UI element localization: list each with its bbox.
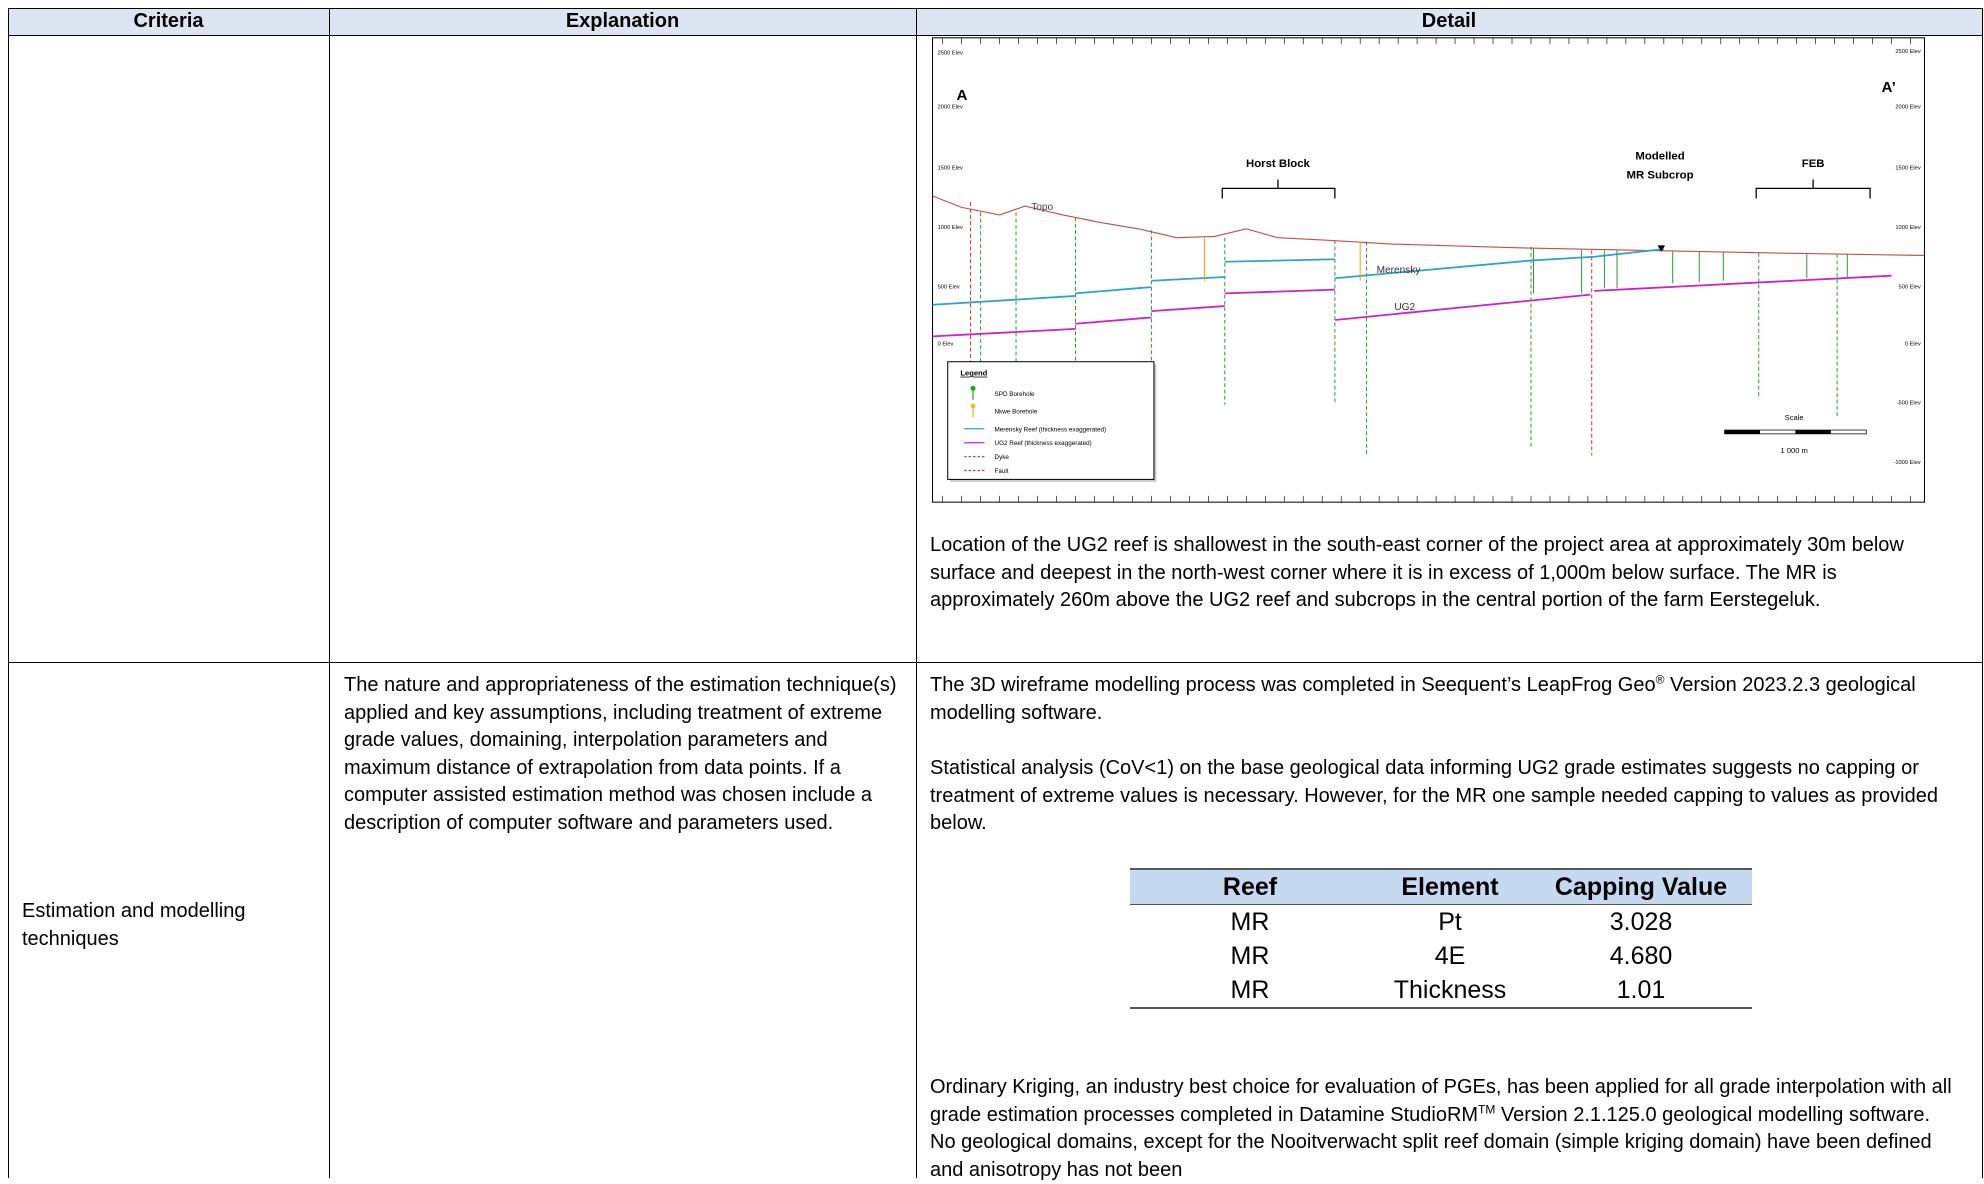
legend-box <box>948 362 1154 480</box>
legend-item: SPD Borehole <box>995 391 1035 398</box>
header-cell: Reef <box>1130 870 1370 904</box>
elevation-label: 1000 Elev <box>1895 225 1920 231</box>
elevation-label: 1500 Elev <box>1895 165 1920 171</box>
border <box>8 662 1983 663</box>
legend-title: Legend <box>960 369 987 378</box>
legend-item: Nkwe Borehole <box>995 409 1038 416</box>
border <box>916 8 917 1178</box>
ug2-label: UG2 <box>1394 302 1415 313</box>
topo-label: Topo <box>1031 202 1053 213</box>
paragraph: Statistical analysis (CoV<1) on the base… <box>930 755 1960 838</box>
elevation-label: 1000 Elev <box>938 225 963 231</box>
cell: 4E <box>1370 939 1530 973</box>
elevation-label: 0 Elev <box>1905 341 1921 347</box>
cell: 4.680 <box>1530 939 1752 973</box>
page: Criteria Explanation Detail 2500 Elev 20… <box>0 0 1984 1178</box>
cell: Pt <box>1370 905 1530 939</box>
paragraph: The 3D wireframe modelling process was c… <box>930 672 1960 727</box>
cell: 1.01 <box>1530 973 1752 1007</box>
section-label: A’ <box>1881 79 1895 96</box>
scale-bar <box>1725 430 1867 434</box>
legend-item: Dyke <box>995 454 1010 461</box>
header-cell: Element <box>1370 870 1530 904</box>
subcrop-label: MR Subcrop <box>1627 169 1694 181</box>
legend-symbol <box>970 386 975 391</box>
text: The 3D wireframe modelling process was c… <box>930 674 1656 696</box>
paragraph: Ordinary Kriging, an industry best choic… <box>930 1074 1960 1184</box>
elevation-label: 500 Elev <box>1899 284 1921 290</box>
header-cell: Capping Value <box>1530 870 1752 904</box>
merensky-label: Merensky <box>1377 265 1422 276</box>
scale-title: Scale <box>1785 413 1804 422</box>
elevation-label: -500 Elev <box>1897 401 1921 407</box>
legend-item: Merensky Reef (thickness exaggerated) <box>995 426 1107 433</box>
elevation-label: 2000 Elev <box>938 105 963 111</box>
cell: MR <box>1130 939 1370 973</box>
elevation-label: 0 Elev <box>938 341 954 347</box>
scale-label: 1 000 m <box>1780 446 1807 455</box>
horst-block-label: Horst Block <box>1246 158 1311 170</box>
header-cell: Detail <box>916 8 1982 35</box>
elevation-label: 500 Elev <box>938 284 960 290</box>
superscript: TM <box>1478 1102 1495 1116</box>
elevation-label: 1500 Elev <box>938 165 963 171</box>
elevation-label: 2000 Elev <box>1895 105 1920 111</box>
cell: MR <box>1130 973 1370 1007</box>
capping-header: Reef Element Capping Value <box>1130 868 1752 905</box>
legend-symbol <box>970 403 975 408</box>
explanation-cell: The nature and appropriateness of the es… <box>344 672 904 837</box>
section-label: A <box>957 87 968 104</box>
legend-item: UG2 Reef (thickness exaggerated) <box>995 440 1092 447</box>
header-cell: Criteria <box>8 8 329 35</box>
cell: 3.028 <box>1530 905 1752 939</box>
elevation-label: -1000 Elev <box>1893 460 1920 466</box>
border <box>329 8 330 1178</box>
caption: Location of the UG2 reef is shallowest i… <box>930 532 1960 615</box>
header-cell: Explanation <box>329 8 916 35</box>
border <box>1982 8 1983 1178</box>
elevation-label: 2500 Elev <box>938 50 963 56</box>
criteria-cell: Estimation and modelling techniques <box>22 898 312 953</box>
feb-label: FEB <box>1802 158 1825 170</box>
cell: MR <box>1130 905 1370 939</box>
subcrop-label: Modelled <box>1635 150 1684 162</box>
legend-item: Fault <box>995 468 1009 475</box>
cell: Thickness <box>1370 973 1530 1007</box>
elevation-label: 2500 Elev <box>1895 49 1920 55</box>
border <box>8 8 9 1178</box>
cross-section-figure: 2500 Elev 2000 Elev 1500 Elev 1000 Elev … <box>930 35 1927 505</box>
